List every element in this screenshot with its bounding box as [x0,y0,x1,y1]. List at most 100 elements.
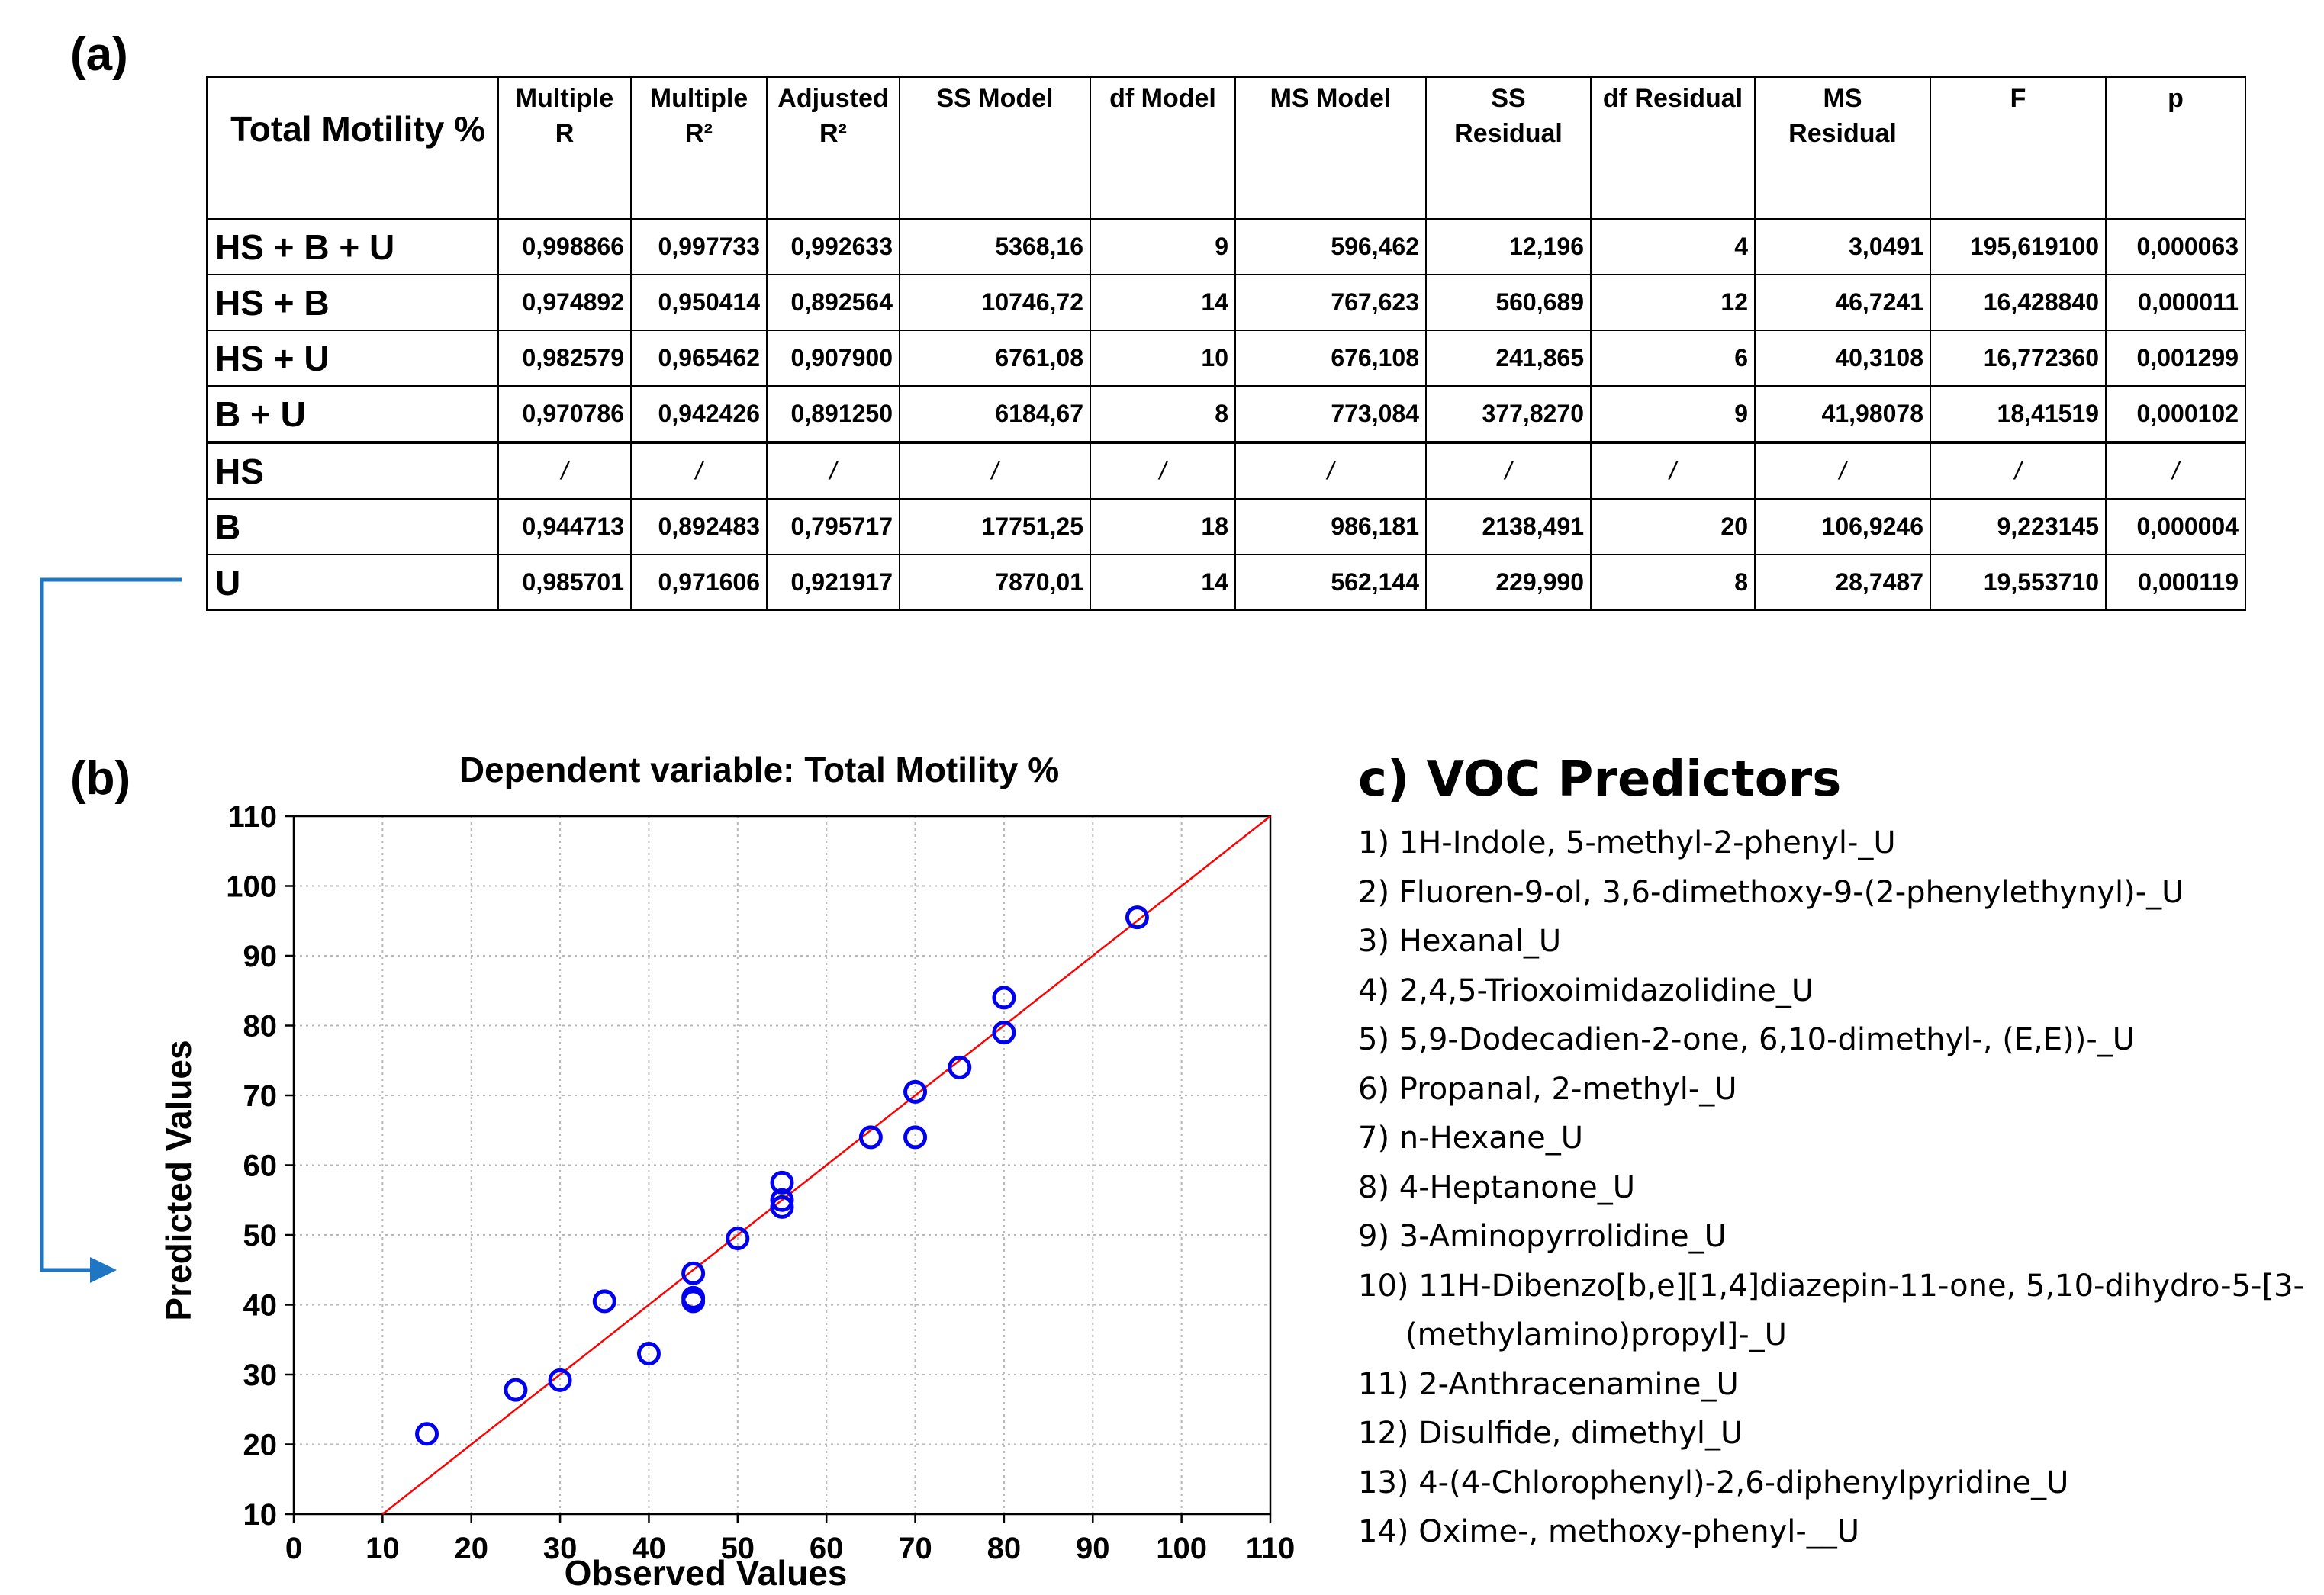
y-tick-label: 90 [243,940,278,973]
data-point [726,1227,750,1251]
table-corner-label: Total Motility % [206,76,499,220]
table-cell: 0,000119 [2105,554,2246,611]
row-label: HS [206,441,499,500]
x-tick-label: 40 [632,1532,666,1565]
table-header-row: Total Motility % Multiple R Multiple R² Adju… [206,76,2246,220]
table-header-text: R [555,119,575,148]
data-point [770,1188,794,1212]
table-header-text: MS Model [1270,84,1392,113]
data-point [1125,905,1149,930]
table-cell: 377,8270 [1425,385,1592,443]
data-point [903,1079,928,1104]
table-cell: 7870,01 [899,554,1091,611]
table-cell: 16,428840 [1930,274,2107,331]
regression-summary-table: Total Motility % Multiple R Multiple R² Adju… [206,76,2246,611]
table-cell: 241,865 [1425,330,1592,387]
y-tick-label: 110 [227,800,277,834]
table-cell: 10746,72 [899,274,1091,331]
table-header-cell: MS Residual [1754,76,1931,220]
x-tick-label: 70 [898,1532,932,1565]
table-header-text: p [2168,84,2184,113]
table-cell: / [630,441,768,500]
table-cell: 6 [1590,330,1756,387]
voc-item-number: 8) [1358,1169,1390,1205]
table-header-text: df Model [1109,84,1216,113]
y-tick-label: 40 [243,1289,278,1323]
table-cell: 16,772360 [1930,330,2107,387]
y-tick-label: 10 [243,1498,278,1532]
table-header-text: Adjusted [777,84,889,113]
table-cell: 106,9246 [1754,498,1931,555]
table-header-text: Residual [1454,119,1563,148]
table-cell: 19,553710 [1930,554,2107,611]
x-tick-label: 50 [721,1532,755,1565]
list-item: 10) 11H-Dibenzo[b,e][1,4]diazepin-11-one… [1358,1262,2312,1360]
data-point [415,1422,439,1446]
data-point [770,1170,794,1195]
voc-item-number: 1) [1358,825,1390,860]
voc-item-text: 1H-Indole, 5-methyl-2-phenyl-_U [1399,825,1896,860]
table-header-text: MS [1823,84,1862,113]
table-cell: 8 [1090,385,1236,443]
x-tick-label: 90 [1076,1532,1110,1565]
table-cell: 596,462 [1234,218,1427,275]
table-cell: 0,950414 [630,274,768,331]
row-label: U [206,554,499,611]
row-label: HS + B [206,274,499,331]
table-row: HS + U 0,982579 0,965462 0,907900 6761,08 10 6… [206,330,2246,387]
voc-item-number: 13) [1358,1465,1409,1500]
table-cell: 6761,08 [899,330,1091,387]
table-row: HS / / / / / / / / / / / [206,441,2246,500]
voc-item-number: 10) [1358,1268,1409,1304]
table-cell: 6184,67 [899,385,1091,443]
table-header-text: R² [819,119,847,148]
table-header-text: R² [685,119,713,148]
voc-item-text: n-Hexane_U [1399,1121,1583,1156]
table-cell: 0,970786 [497,385,632,443]
y-tick-label: 60 [243,1150,278,1183]
table-header-text: Multiple [515,84,614,113]
x-tick-label: 110 [1246,1532,1296,1565]
table-header-text: SS [1491,84,1526,113]
table-cell: 0,965462 [630,330,768,387]
table-header-text: Multiple [649,84,748,113]
table-cell: 0,974892 [497,274,632,331]
table-header-text: df Residual [1602,84,1743,113]
table-cell: 9 [1590,385,1756,443]
row-label: B [206,498,499,555]
x-tick-label: 30 [543,1532,578,1565]
table-row: HS + B 0,974892 0,950414 0,892564 10746,72 14… [206,274,2246,331]
list-item: 12) Disulfide, dimethyl_U [1358,1409,2312,1458]
x-tick-label: 10 [365,1532,400,1565]
y-tick-label: 30 [243,1359,278,1392]
list-item: 2) Fluoren-9-ol, 3,6-dimethoxy-9-(2-phen… [1358,868,2312,918]
table-cell: 0,001299 [2105,330,2246,387]
y-tick-label: 20 [243,1429,278,1462]
table-cell: / [1590,441,1756,500]
list-item: 11) 2-Anthracenamine_U [1358,1360,2312,1410]
voc-item-text: Hexanal_U [1399,924,1562,959]
table-header-cell: SS Model [899,76,1091,220]
x-tick-label: 80 [987,1532,1022,1565]
table-header-cell: Multiple R [497,76,632,220]
table-header-text: SS Model [936,84,1054,113]
x-tick-label: 20 [454,1532,488,1565]
list-item: 13) 4-(4-Chlorophenyl)-2,6-diphenylpyrid… [1358,1458,2312,1508]
table-cell: 0,997733 [630,218,768,275]
voc-item-text: Disulfide, dimethyl_U [1418,1416,1743,1451]
table-cell: 0,921917 [766,554,900,611]
table-cell: 0,944713 [497,498,632,555]
x-tick-label: 60 [810,1532,844,1565]
table-row: B 0,944713 0,892483 0,795717 17751,25 18 986,1… [206,498,2246,555]
connector-arrowhead [90,1257,117,1283]
table-cell: 18 [1090,498,1236,555]
table-cell: / [497,441,632,500]
table-cell: 195,619100 [1930,218,2107,275]
voc-item-number: 7) [1358,1121,1390,1156]
table-cell: 8 [1590,554,1756,611]
table-cell: 0,971606 [630,554,768,611]
table-cell: 562,144 [1234,554,1427,611]
table-header-cell: df Model [1090,76,1236,220]
table-cell: 0,795717 [766,498,900,555]
table-cell: 560,689 [1425,274,1592,331]
